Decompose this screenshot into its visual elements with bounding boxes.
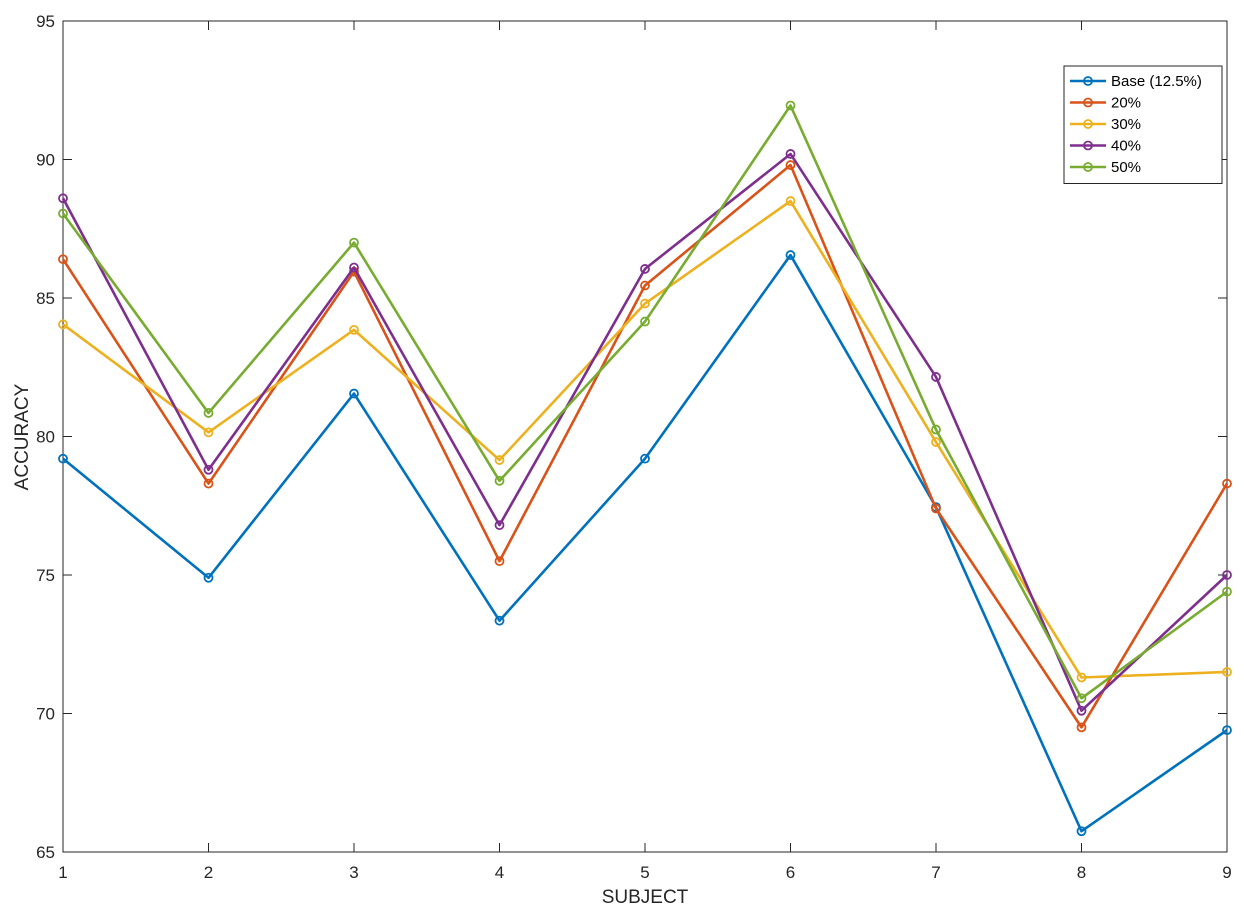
legend-entry: Base (12.5%) — [1070, 73, 1202, 90]
data-point — [1076, 826, 1087, 837]
legend-label: 40% — [1111, 138, 1141, 155]
x-tick-label: 9 — [1222, 863, 1231, 882]
legend-label: 20% — [1111, 95, 1141, 112]
axes: 1 2 3 4 5 6 7 8 9 65 70 75 80 85 90 95 — [36, 12, 1232, 882]
series-4 — [58, 149, 1232, 716]
y-tick-label: 95 — [36, 12, 55, 31]
y-axis-title: ACCURACY — [12, 383, 33, 490]
data-point — [349, 324, 359, 335]
data-point — [203, 572, 214, 583]
x-tick-label: 8 — [1077, 863, 1086, 882]
series-5 — [58, 100, 1232, 704]
data-point — [931, 372, 941, 382]
legend-label: 50% — [1111, 159, 1141, 176]
data-point — [494, 475, 505, 486]
data-point — [1076, 693, 1087, 704]
data-point — [494, 520, 505, 531]
data-point — [785, 196, 796, 206]
data-point — [640, 280, 650, 291]
legend-entry: 50% — [1070, 159, 1141, 176]
data-point — [1222, 570, 1232, 580]
x-tick-label: 7 — [931, 863, 940, 882]
y-tick-label: 85 — [36, 289, 55, 308]
legend-entry: 40% — [1070, 138, 1141, 155]
data-point — [349, 262, 359, 273]
data-point — [58, 254, 68, 265]
data-point — [494, 556, 505, 567]
data-point — [58, 208, 68, 219]
data-point — [640, 316, 650, 327]
data-point — [203, 427, 214, 438]
data-point — [1222, 586, 1232, 597]
data-point — [785, 149, 796, 159]
legend-label: 30% — [1111, 116, 1141, 133]
data-point — [1076, 722, 1087, 733]
data-point — [785, 160, 796, 170]
x-tick-label: 4 — [495, 863, 504, 882]
legend-swatch-marker — [1083, 119, 1093, 129]
legend-swatch-marker — [1083, 140, 1093, 151]
legend-label: Base (12.5%) — [1111, 73, 1202, 90]
data-point — [1222, 478, 1232, 489]
data-point — [203, 478, 214, 489]
data-point — [640, 298, 650, 309]
data-point — [640, 453, 650, 464]
y-tick-label: 80 — [36, 428, 55, 447]
legend-entry: 20% — [1070, 95, 1141, 112]
x-tick-label: 6 — [786, 863, 795, 882]
data-point — [1076, 672, 1087, 683]
legend-swatch-marker — [1083, 162, 1093, 172]
x-axis-title: SUBJECT — [602, 887, 689, 908]
data-point — [1076, 705, 1087, 716]
series-line — [61, 104, 1228, 700]
data-point — [785, 250, 796, 260]
y-tick-label: 90 — [36, 151, 55, 170]
y-tick-label: 75 — [36, 566, 55, 585]
data-point — [203, 464, 214, 475]
series-group — [58, 100, 1232, 837]
data-point — [640, 264, 650, 274]
legend: Base (12.5%) 20% 30% 40% 50% — [1063, 65, 1223, 184]
legend-swatch-marker — [1083, 76, 1093, 86]
series-line — [62, 253, 1228, 833]
data-point — [1222, 725, 1232, 736]
data-point — [494, 455, 505, 465]
data-point — [58, 453, 68, 464]
data-point — [349, 237, 359, 248]
data-point — [203, 408, 214, 418]
y-tick-label: 70 — [36, 705, 55, 724]
data-point — [931, 424, 941, 435]
series-line — [61, 152, 1228, 713]
x-tick-label: 1 — [58, 863, 67, 882]
plot-area-frame — [62, 20, 1228, 853]
legend-swatch-marker — [1083, 97, 1093, 108]
x-tick-label: 3 — [349, 863, 358, 882]
data-point — [494, 615, 505, 626]
x-tick-label: 2 — [204, 863, 213, 882]
data-point — [931, 503, 941, 514]
data-point — [58, 319, 68, 330]
data-point — [58, 193, 68, 204]
series-2 — [58, 160, 1232, 733]
data-point — [349, 388, 359, 399]
x-tick-label: 5 — [640, 863, 649, 882]
series-1 — [58, 250, 1232, 837]
legend-entry: 30% — [1070, 116, 1141, 133]
series-line — [61, 163, 1229, 729]
y-tick-label: 65 — [36, 843, 55, 862]
data-point — [931, 437, 941, 447]
data-point — [785, 100, 796, 111]
data-point — [1222, 667, 1232, 677]
